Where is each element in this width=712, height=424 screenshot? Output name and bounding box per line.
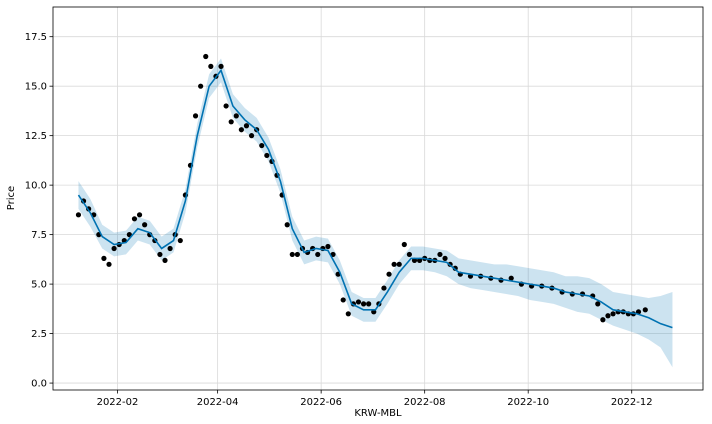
- observed-point: [198, 83, 204, 89]
- observed-point: [75, 212, 82, 218]
- plot-frame: [52, 6, 704, 391]
- observed-point: [442, 255, 448, 261]
- observed-point: [406, 251, 412, 258]
- y-tick-label: 10.0: [25, 181, 47, 192]
- observed-point: [218, 63, 224, 69]
- y-tick-label: 7.5: [31, 230, 47, 241]
- observed-point: [208, 63, 214, 69]
- observed-point: [386, 271, 392, 277]
- observed-point: [177, 237, 183, 244]
- y-tick-label: 12.5: [25, 131, 47, 142]
- observed-point: [330, 251, 336, 258]
- x-tick-label: 2022-06: [300, 397, 342, 408]
- observed-point: [340, 297, 346, 303]
- observed-point: [600, 317, 606, 323]
- x-axis-label: KRW-MBL: [354, 408, 402, 419]
- observed-point: [136, 212, 143, 218]
- y-axis-label: Price: [6, 186, 17, 210]
- observed-point: [294, 251, 300, 258]
- observed-point: [233, 113, 239, 119]
- y-tick-label: 2.5: [31, 329, 47, 340]
- observed-point: [605, 313, 611, 319]
- observed-point: [192, 113, 199, 119]
- observed-point: [167, 245, 173, 252]
- observed-point: [106, 261, 112, 267]
- observed-point: [391, 261, 397, 267]
- y-tick-label: 17.5: [25, 32, 47, 43]
- observed-point: [203, 53, 209, 60]
- observed-point: [366, 301, 372, 307]
- observed-point: [243, 123, 250, 129]
- forecast-line: [77, 68, 673, 329]
- observed-point: [264, 152, 270, 159]
- x-tick-label: 2022-12: [611, 397, 653, 408]
- observed-point: [401, 241, 407, 248]
- observed-point: [289, 251, 295, 258]
- observed-point: [325, 243, 331, 250]
- x-tick-label: 2022-02: [97, 397, 139, 408]
- observed-point: [223, 103, 229, 109]
- observed-point: [238, 127, 244, 133]
- y-tick-label: 5.0: [31, 280, 47, 291]
- y-tick-label: 0.0: [31, 379, 47, 390]
- observed-point: [642, 307, 648, 313]
- observed-point: [131, 216, 138, 222]
- observed-point: [101, 255, 107, 261]
- observed-point: [355, 299, 362, 305]
- observed-point: [345, 311, 351, 317]
- observed-point: [142, 222, 148, 228]
- observed-point: [508, 275, 514, 281]
- observed-point: [381, 285, 387, 291]
- observed-point: [111, 245, 117, 252]
- observed-point: [595, 301, 601, 307]
- observed-point: [360, 301, 367, 307]
- uncertainty-band: [78, 58, 673, 368]
- x-tick-label: 2022-10: [507, 397, 549, 408]
- observed-point: [248, 133, 255, 139]
- x-tick-label: 2022-08: [404, 397, 446, 408]
- observed-point: [284, 222, 290, 228]
- observed-point: [396, 261, 402, 267]
- observed-point: [162, 257, 168, 263]
- observed-point: [437, 251, 443, 258]
- y-tick-label: 15.0: [25, 82, 47, 93]
- observed-point: [315, 251, 321, 258]
- observed-point: [228, 119, 234, 125]
- observed-point: [610, 311, 616, 317]
- x-tick-label: 2022-04: [197, 397, 239, 408]
- observed-point: [157, 251, 163, 258]
- observed-point: [259, 142, 265, 149]
